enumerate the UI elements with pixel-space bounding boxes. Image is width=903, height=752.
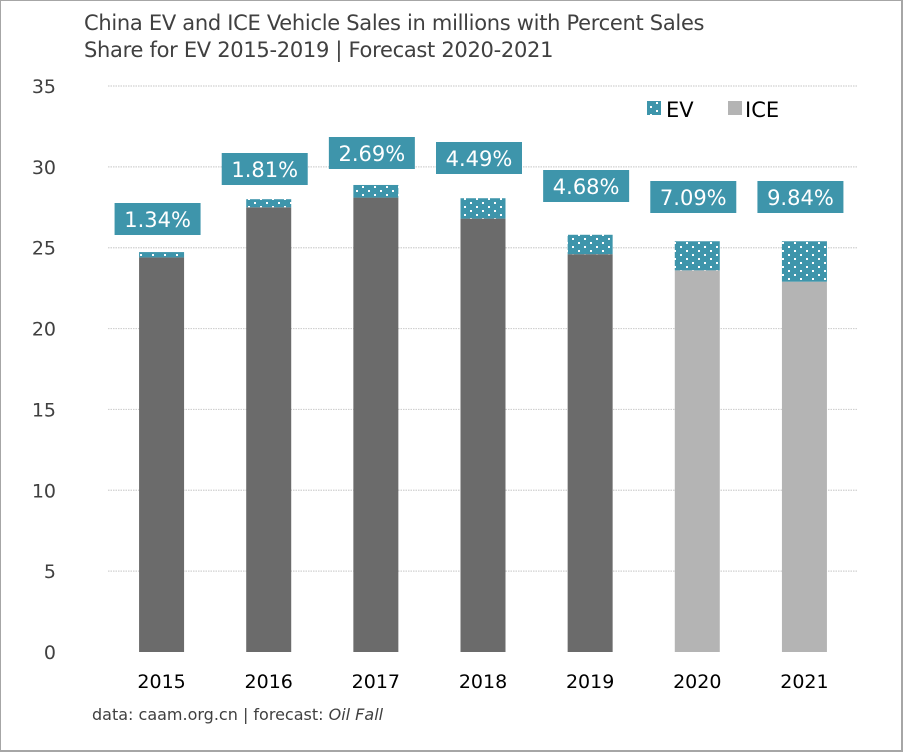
legend-label-ice: ICE xyxy=(745,98,779,122)
source-italic: Oil Fall xyxy=(328,705,384,724)
bar-ice-2021 xyxy=(781,281,827,652)
bar-ev-2021 xyxy=(781,241,827,282)
data-label-box-2019 xyxy=(543,170,630,202)
bar-ev-2017 xyxy=(353,184,399,198)
data-label-2017: 2.69% xyxy=(338,142,405,166)
data-label-box-2018 xyxy=(436,142,522,174)
bar-ice-2019 xyxy=(567,254,613,652)
bar-ev-2015 xyxy=(139,252,185,258)
y-tick-label: 10 xyxy=(32,480,56,502)
bar-ice-2016 xyxy=(246,207,292,653)
x-tick-label-2020: 2020 xyxy=(673,671,721,693)
bar-ice-2018 xyxy=(460,218,506,652)
x-tick-label-2019: 2019 xyxy=(566,671,614,693)
legend-label-ev: EV xyxy=(666,98,694,122)
x-tick-label-2016: 2016 xyxy=(245,671,293,693)
chart-title: China EV and ICE Vehicle Sales in millio… xyxy=(84,10,705,64)
y-axis-ticks: 0 5 10 15 20 25 30 35 xyxy=(32,76,56,664)
bar-ev-2020 xyxy=(674,241,720,271)
x-tick-label-2021: 2021 xyxy=(780,671,828,693)
data-labels: 1.34% 1.81% 2.69% 4.49% 4.68% 7.09% 9.84% xyxy=(114,137,844,235)
y-tick-label: 15 xyxy=(32,399,56,421)
y-tick-label: 5 xyxy=(44,561,56,583)
x-tick-label-2017: 2017 xyxy=(352,671,400,693)
legend: EV ICE xyxy=(647,98,779,122)
y-tick-label: 30 xyxy=(32,157,56,179)
bar-ev-2016 xyxy=(246,199,292,208)
y-tick-label: 35 xyxy=(32,76,56,98)
data-label-box-2020 xyxy=(650,181,737,213)
data-label-2016: 1.81% xyxy=(231,158,298,182)
x-tick-label-2015: 2015 xyxy=(137,671,185,693)
x-tick-label-2018: 2018 xyxy=(459,671,507,693)
data-label-2015: 1.34% xyxy=(124,208,191,232)
data-label-box-2017 xyxy=(328,137,415,169)
data-label-2018: 4.49% xyxy=(446,147,513,171)
legend-swatch-ev xyxy=(647,101,661,115)
x-axis-ticks: 2015 2016 2017 2018 2019 2020 2021 xyxy=(137,671,828,693)
data-label-2020: 7.09% xyxy=(660,186,727,210)
y-tick-label: 20 xyxy=(32,319,56,341)
data-label-box-2016 xyxy=(221,153,308,185)
y-tick-label: 25 xyxy=(32,238,56,260)
bar-ev-2019 xyxy=(567,234,613,255)
bar-ice-2017 xyxy=(353,197,399,652)
bars xyxy=(139,184,827,653)
y-tick-label: 0 xyxy=(44,642,56,664)
data-label-box-2021 xyxy=(757,181,844,213)
legend-swatch-ice xyxy=(728,101,742,115)
bar-ice-2020 xyxy=(674,270,720,652)
source-text: data: caam.org.cn | forecast: xyxy=(92,705,329,724)
chart-title-line-1: China EV and ICE Vehicle Sales in millio… xyxy=(84,11,705,35)
chart-title-line-2: Share for EV 2015-2019 | Forecast 2020-2… xyxy=(84,38,554,62)
data-label-box-2015 xyxy=(114,203,201,235)
bar-ice-2015 xyxy=(139,257,185,652)
data-label-2019: 4.68% xyxy=(553,175,620,199)
data-label-2021: 9.84% xyxy=(767,186,834,210)
source-note: data: caam.org.cn | forecast: Oil Fall xyxy=(92,705,383,724)
bar-ev-2018 xyxy=(460,198,506,219)
